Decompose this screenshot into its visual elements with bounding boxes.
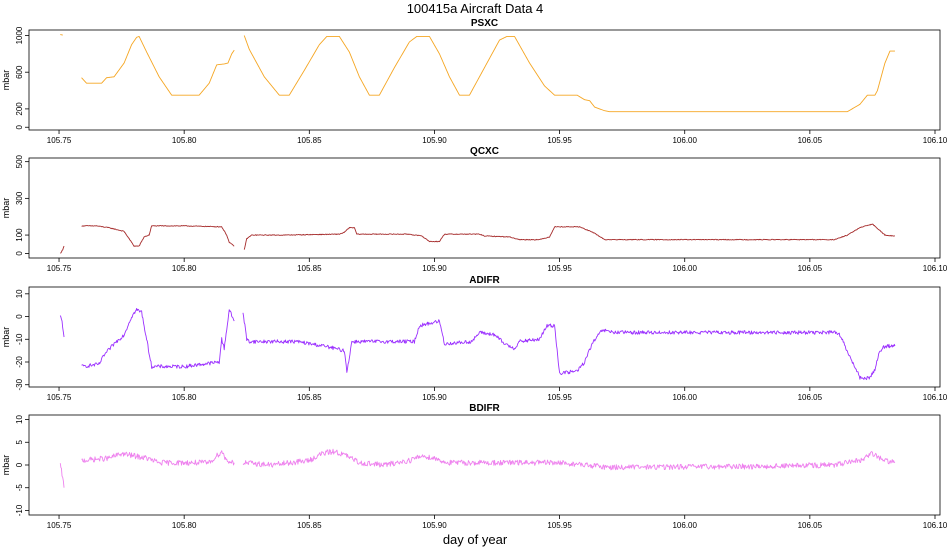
panel-bdifr: BDIFR mbar 105.75 105.80 105.85 105.90 105.95 1… (1, 403, 948, 530)
x-tick-label: 105.75 (47, 264, 72, 273)
y-tick-label: -10 (15, 504, 24, 516)
panel-qcxc: QCXC mbar 105.75 105.80 105.85 105.90 105.95 10… (1, 146, 948, 273)
panel-title: QCXC (470, 146, 499, 157)
series-line-qcxc-2 (243, 223, 895, 250)
y-tick-label: 0 (15, 124, 24, 129)
x-tick-label: 105.90 (422, 393, 447, 402)
x-tick-label: 105.80 (172, 136, 197, 145)
x-tick-label: 105.80 (172, 264, 197, 273)
series-line-psxc-2 (243, 35, 895, 113)
y-tick-label: 10 (15, 415, 24, 424)
series-line-bdifr-0 (59, 463, 65, 488)
y-axis-label: mbar (1, 70, 11, 91)
y-tick-label: -5 (15, 484, 24, 492)
y-tick-label: 500 (15, 154, 24, 168)
y-axis-label: mbar (1, 198, 11, 219)
x-tick-label: 105.95 (547, 264, 572, 273)
x-tick-label: 106.00 (672, 393, 697, 402)
y-axis-label: mbar (1, 455, 11, 476)
series-line-bdifr-1 (81, 450, 235, 466)
x-tick-label: 106.00 (672, 136, 697, 145)
x-tick-label: 105.90 (422, 136, 447, 145)
plot-frame (28, 29, 941, 131)
panel-title: PSXC (471, 18, 498, 29)
x-tick-label: 105.80 (172, 393, 197, 402)
x-tick-label: 105.85 (297, 521, 322, 530)
plot-frame (28, 157, 941, 259)
x-tick-label: 106.10 (923, 264, 948, 273)
x-tick-label: 106.05 (798, 136, 823, 145)
y-tick-label: 0 (15, 462, 24, 467)
series-line-qcxc-1 (81, 225, 235, 247)
panel-adifr: ADIFR mbar 105.75 105.80 105.85 105.90 105.95 1… (1, 275, 948, 402)
x-tick-label: 105.80 (172, 521, 197, 530)
x-tick-label: 106.10 (923, 521, 948, 530)
y-tick-label: -20 (15, 356, 24, 368)
x-tick-label: 106.00 (672, 264, 697, 273)
y-tick-label: 0 (15, 251, 24, 256)
figure-title: 100415a Aircraft Data 4 (407, 1, 544, 16)
y-tick-label: 100 (15, 228, 24, 242)
panels: PSXC mbar 105.75 105.80 105.85 105.90 105.95 10… (1, 18, 948, 530)
x-tick-label: 105.90 (422, 264, 447, 273)
series-line-bdifr-2 (242, 448, 896, 471)
series-line-adifr-2 (242, 312, 896, 381)
x-tick-label: 105.85 (297, 393, 322, 402)
series-line-adifr-0 (59, 315, 65, 338)
panel-title: BDIFR (469, 403, 500, 414)
y-tick-label: 300 (15, 191, 24, 205)
x-tick-label: 105.75 (47, 521, 72, 530)
series-line-psxc-1 (81, 35, 235, 96)
x-tick-label: 106.00 (672, 521, 697, 530)
y-tick-label: -10 (15, 333, 24, 345)
y-axis-label: mbar (1, 327, 11, 348)
x-tick-label: 106.05 (798, 393, 823, 402)
panel-title: ADIFR (469, 275, 500, 286)
y-tick-label: 600 (15, 65, 24, 79)
series-line-qcxc-0 (60, 245, 65, 254)
y-tick-label: 5 (15, 439, 24, 444)
x-axis-title: day of year (443, 532, 508, 547)
y-tick-label: 0 (15, 314, 24, 319)
series-line-adifr-1 (81, 308, 235, 369)
panel-psxc: PSXC mbar 105.75 105.80 105.85 105.90 105.95 10… (1, 18, 948, 145)
y-tick-label: 10 (15, 289, 24, 298)
x-tick-label: 105.75 (47, 393, 72, 402)
y-tick-label: 1000 (15, 26, 24, 44)
y-tick-label: 200 (15, 102, 24, 116)
x-tick-label: 106.05 (798, 264, 823, 273)
x-tick-label: 105.85 (297, 264, 322, 273)
x-tick-label: 105.75 (47, 136, 72, 145)
x-tick-label: 105.85 (297, 136, 322, 145)
x-tick-label: 106.10 (923, 393, 948, 402)
x-tick-label: 105.90 (422, 521, 447, 530)
x-tick-label: 106.10 (923, 136, 948, 145)
x-tick-label: 106.05 (798, 521, 823, 530)
x-tick-label: 105.95 (547, 136, 572, 145)
x-tick-label: 105.95 (547, 521, 572, 530)
x-tick-label: 105.95 (547, 393, 572, 402)
plot-frame (28, 286, 941, 388)
y-tick-label: -30 (15, 378, 24, 390)
